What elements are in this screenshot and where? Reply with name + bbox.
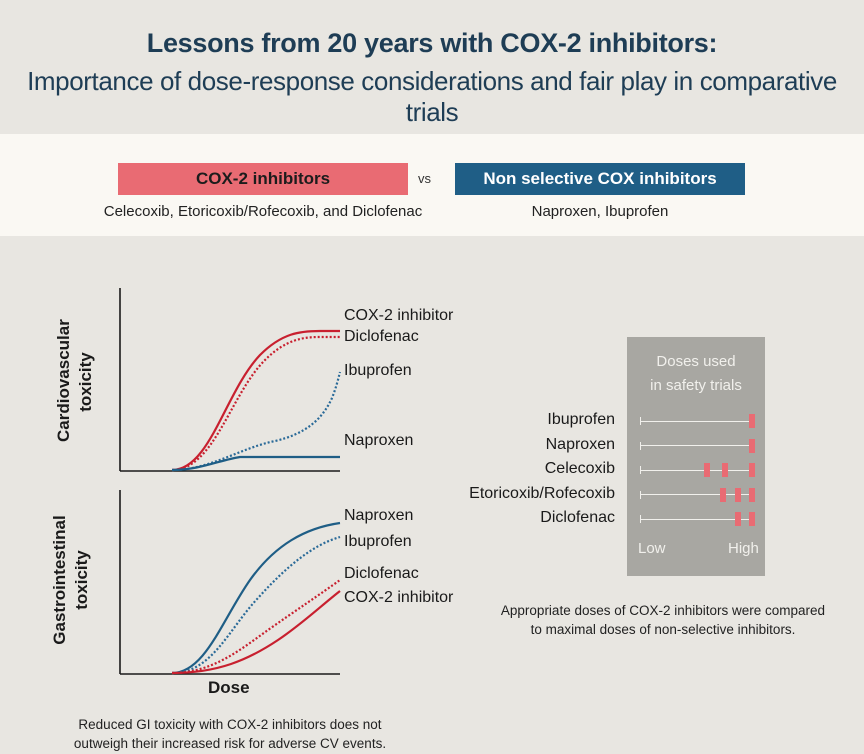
cardio-ylabel-line2: toxicity	[76, 352, 95, 412]
cardio-label-ibuprofen: Ibuprofen	[344, 362, 412, 379]
left-caption-line1: Reduced GI toxicity with COX-2 inhibitor…	[78, 717, 382, 732]
dose-mark	[749, 487, 756, 502]
gi-label-ibuprofen: Ibuprofen	[344, 533, 412, 550]
dose-row-label: Celecoxib	[544, 460, 615, 477]
dose-mark	[749, 414, 756, 428]
dose-range-line	[640, 469, 752, 471]
page-title: Lessons from 20 years with COX-2 inhibit…	[146, 28, 718, 58]
dose-range-start-tick	[640, 515, 641, 523]
dose-range-line	[640, 494, 752, 495]
gi-y-axis-label: Gastrointestinal toxicity	[49, 510, 93, 650]
dose-mark	[721, 463, 728, 477]
dose-range-line	[640, 445, 752, 446]
gi-ibuprofen-curve	[171, 535, 341, 675]
right-caption-line1: Appropriate doses of COX-2 inhibitors we…	[500, 603, 826, 618]
gi-axes	[119, 490, 340, 675]
doses-title-line1: Doses used	[656, 353, 736, 370]
non-selective-drug-list: Naproxen, Ibuprofen	[531, 203, 669, 220]
cardio-label-naproxen: Naproxen	[344, 432, 414, 449]
dose-mark	[749, 463, 756, 477]
right-caption-line2: to maximal doses of non-selective inhibi…	[530, 622, 796, 637]
dose-row-label: Ibuprofen	[547, 411, 615, 428]
dose-row-label: Etoricoxib/Rofecoxib	[469, 484, 615, 502]
right-caption: Appropriate doses of COX-2 inhibitors we…	[492, 601, 834, 639]
vs-label: vs	[418, 171, 431, 186]
dose-mark	[719, 487, 726, 502]
dose-row-label: Naproxen	[545, 435, 615, 453]
dose-range-line	[640, 518, 752, 520]
cardio-diclofenac-curve	[171, 335, 340, 472]
gi-label-naproxen: Naproxen	[344, 507, 414, 524]
doses-panel-title: Doses used in safety trials	[627, 350, 765, 398]
gi-diclofenac-curve	[171, 579, 341, 675]
left-caption: Reduced GI toxicity with COX-2 inhibitor…	[60, 715, 400, 753]
header-area	[0, 0, 864, 134]
doses-panel	[627, 337, 765, 576]
dose-range-start-tick	[640, 441, 641, 450]
gi-label-diclofenac: Diclofenac	[344, 565, 419, 582]
dose-range-line	[640, 420, 752, 422]
dose-row-label: Diclofenac	[540, 509, 615, 526]
gi-label-cox2: COX-2 inhibitor	[344, 589, 454, 606]
gi-ylabel-line2: toxicity	[72, 550, 91, 610]
gi-naproxen-curve	[171, 521, 341, 675]
dose-range-start-tick	[640, 466, 641, 474]
scale-high-label: High	[728, 540, 759, 557]
cardio-axes	[119, 288, 340, 472]
cardio-ibuprofen-curve	[171, 371, 342, 472]
dose-mark	[734, 487, 741, 502]
cox2-inhibitors-banner: COX-2 inhibitors	[118, 163, 408, 195]
cardio-y-axis-label: Cardiovascular toxicity	[53, 319, 97, 442]
scale-low-label: Low	[638, 540, 666, 557]
dose-range-start-tick	[640, 417, 641, 425]
dose-mark	[734, 512, 741, 526]
non-selective-banner: Non selective COX inhibitors	[455, 163, 745, 195]
dose-mark	[749, 512, 756, 526]
dose-x-axis-label: Dose	[208, 678, 250, 697]
doses-title-line2: in safety trials	[650, 377, 742, 394]
dose-range-start-tick	[640, 490, 641, 499]
cardio-label-cox2: COX-2 inhibitor	[344, 307, 454, 324]
gi-cox2-curve	[171, 590, 341, 675]
cardio-label-diclofenac: Diclofenac	[344, 328, 419, 345]
dose-mark	[704, 463, 711, 477]
cardio-cox2-curve	[171, 329, 340, 472]
cardio-naproxen-curve	[171, 455, 340, 472]
cox2-drug-list: Celecoxib, Etoricoxib/Rofecoxib, and Dic…	[103, 203, 423, 220]
dose-mark	[749, 438, 756, 453]
gi-ylabel-line1: Gastrointestinal	[50, 515, 69, 645]
cardio-ylabel-line1: Cardiovascular	[54, 319, 73, 442]
page-subtitle: Importance of dose-response consideratio…	[27, 66, 837, 127]
left-caption-line2: outweigh their increased risk for advers…	[73, 736, 387, 751]
